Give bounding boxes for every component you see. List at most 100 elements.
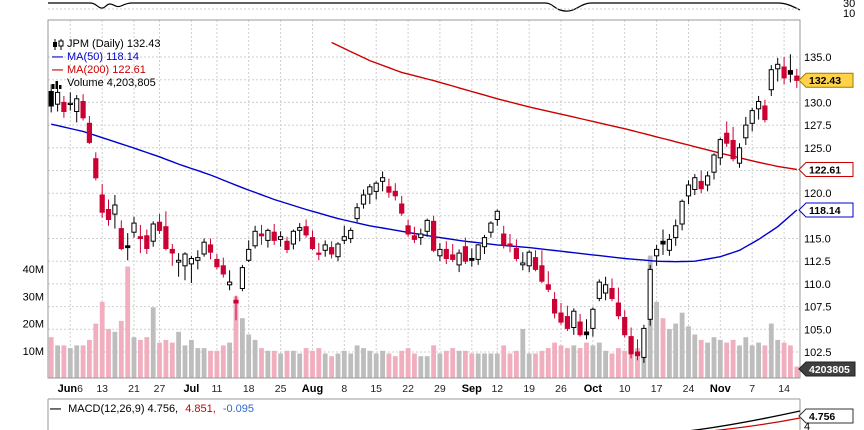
candle-body [125, 245, 131, 249]
volume-bar [201, 348, 207, 378]
candle-body [743, 124, 749, 139]
volume-bar [552, 342, 557, 378]
volume-bar [163, 339, 169, 378]
volume-bar [692, 334, 698, 378]
x-tick-label: 22 [402, 383, 414, 395]
volume-bar [424, 356, 430, 378]
volume-bar [679, 312, 685, 378]
candle-body [233, 299, 239, 304]
volume-bar [246, 334, 252, 378]
ma200-line-icon: — [52, 64, 63, 76]
volume-bar [233, 296, 239, 378]
candle-body [373, 182, 379, 192]
x-tick-label: 17 [651, 383, 663, 395]
candle-body [615, 302, 621, 317]
volume-bar [361, 348, 366, 378]
volume-bar [749, 345, 755, 378]
candle-body [577, 321, 583, 336]
ma50-price-tag-text: 118.14 [809, 205, 841, 217]
last-price-tag [798, 72, 854, 88]
candle-body [666, 238, 672, 251]
volume-bar [463, 350, 468, 378]
candle-body [61, 101, 67, 113]
candle-body [169, 248, 175, 254]
candle-body [195, 257, 201, 261]
candle-body [654, 248, 660, 257]
volume-bar [711, 337, 717, 378]
volume-bar [169, 342, 175, 378]
volume-bar [303, 348, 309, 378]
candle-body [176, 259, 182, 263]
volume-bar [399, 350, 405, 378]
candle-body [182, 253, 188, 267]
candle-body [348, 229, 354, 240]
macd-legend-row: — MACD(12,26,9) 4.756, 4.851, -0.095 [50, 403, 254, 415]
x-tick-label: 7 [749, 383, 755, 395]
volume-bar [743, 337, 749, 378]
candle-body [329, 247, 335, 255]
volume-bar [157, 342, 162, 378]
candle-body [660, 240, 666, 245]
volume-bar [405, 348, 411, 378]
candle-body [685, 184, 692, 197]
legend-ma200-row: — MA(200) 122.61 [52, 64, 161, 77]
candle-body [762, 105, 768, 121]
price-axis-label: 135.0 [804, 52, 832, 64]
candle-body [609, 288, 615, 299]
candle-body [405, 225, 411, 235]
candle-body [469, 258, 475, 261]
macd-label: MACD(12,26,9) 4.756, [68, 403, 179, 415]
candle-body [163, 226, 169, 249]
candle-body [246, 248, 252, 261]
candle-body [137, 236, 144, 239]
volume-bar [545, 348, 551, 378]
candle-body [207, 244, 214, 253]
volume-bar [660, 318, 666, 378]
volume-bar [74, 345, 80, 378]
candle-body [360, 194, 367, 205]
volume-bar [577, 348, 583, 378]
volume-bar [310, 350, 315, 378]
volume-bar [373, 353, 379, 378]
candle-body [730, 140, 736, 160]
candle-body [571, 310, 577, 329]
price-axis-label: 110.0 [804, 279, 831, 291]
volume-bar [501, 345, 507, 378]
candle-body [596, 281, 602, 299]
ma200-line [331, 41, 797, 171]
candle-body [590, 308, 596, 329]
candle-body [532, 257, 539, 270]
upper-panel-axis-label-10: 10 [843, 8, 856, 20]
x-tick-label: Sep [462, 383, 482, 395]
candle-body [411, 235, 417, 240]
chart-legend: JPM (Daily) 132.43 — MA(50) 118.14 — MA(… [52, 38, 161, 90]
volume-bar [533, 353, 538, 378]
candle-body [367, 186, 373, 195]
candle-body [475, 244, 481, 260]
x-tick-label: 19 [523, 383, 535, 395]
candle-body [131, 222, 137, 233]
candle-body [48, 91, 54, 107]
candle-body [520, 262, 526, 266]
candle-body [787, 70, 793, 75]
candle-body [418, 233, 424, 239]
price-axis-label: 105.0 [804, 324, 832, 336]
candle-body [673, 225, 679, 239]
volume-bar [469, 353, 475, 378]
x-tick-label: 25 [275, 383, 287, 395]
volume-bar [507, 353, 513, 378]
volume-bar [730, 339, 736, 378]
candle-body [736, 147, 743, 164]
candle-body [201, 241, 207, 255]
x-tick-label: Oct [584, 383, 603, 395]
candle-body [494, 210, 500, 221]
x-tick-label: Nov [710, 383, 732, 395]
volume-bar [392, 356, 398, 378]
candle-body [768, 69, 774, 91]
x-tick-label: 15 [370, 383, 382, 395]
price-axis-label: 125.0 [804, 143, 832, 155]
volume-axis-label: 20M [23, 319, 44, 331]
candle-body [622, 317, 628, 336]
volume-bar [756, 342, 761, 378]
